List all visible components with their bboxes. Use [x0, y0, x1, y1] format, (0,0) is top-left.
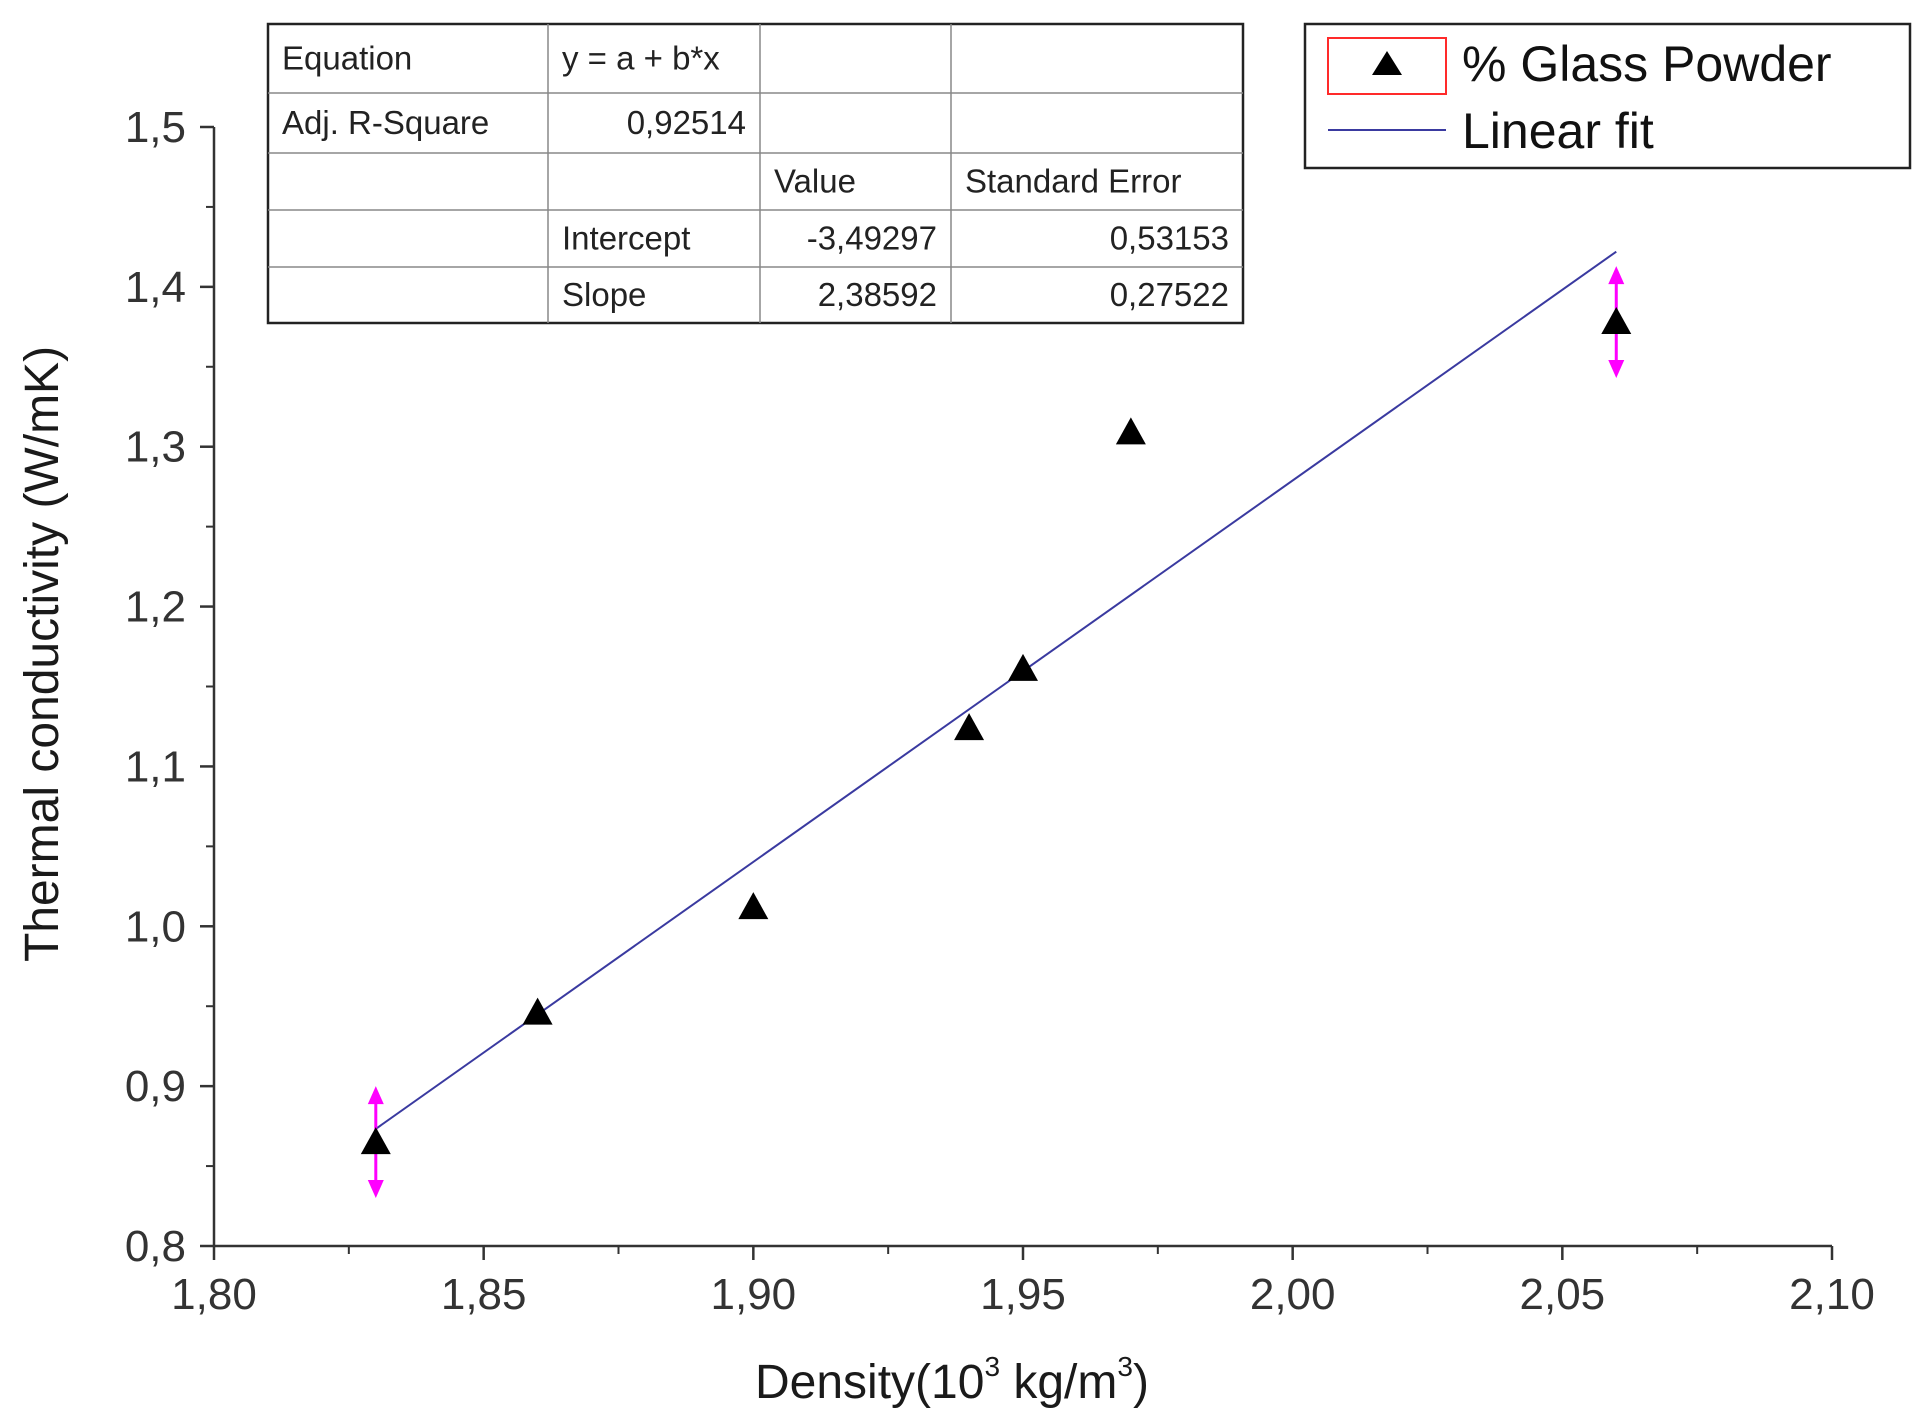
data-point [360, 1127, 391, 1155]
x-axis-title-end: ) [1133, 1356, 1149, 1409]
data-point [1115, 417, 1146, 445]
error-bar-cap-bottom [367, 1180, 384, 1199]
fit-table-frame [266, 22, 1245, 325]
x-tick-label: 1,90 [711, 1270, 797, 1319]
data-point [1601, 307, 1632, 335]
x-tick-label: 2,05 [1520, 1270, 1606, 1319]
legend-frame [1303, 22, 1912, 170]
legend: % Glass Powder Linear fit [1303, 22, 1912, 170]
error-bar-cap-top [1608, 266, 1625, 285]
fit-table: Equation y = a + b*x Adj. R-Square 0,92514 V… [266, 22, 1245, 325]
error-bar-cap-bottom [1608, 359, 1625, 378]
fit-table-cell: Slope [562, 276, 646, 313]
data-point [738, 892, 769, 920]
y-tick-label: 0,8 [125, 1222, 186, 1271]
y-axis: 0,8 0,9 1,0 1,1 1,2 1,3 1,4 1,5 [125, 103, 216, 1271]
y-tick-label: 0,9 [125, 1062, 186, 1111]
data-points [360, 307, 1632, 1155]
legend-triangle-marker [1372, 51, 1402, 75]
fit-table-cell: 2,38592 [818, 276, 937, 313]
x-tick-label: 1,80 [171, 1270, 257, 1319]
x-axis-title: Density(103 kg/m3) [755, 1351, 1149, 1409]
fit-table-cell: -3,49297 [807, 220, 937, 257]
x-tick-label: 2,00 [1250, 1270, 1336, 1319]
fit-table-cell: y = a + b*x [562, 40, 720, 77]
x-axis-title-exp2: 3 [1117, 1351, 1133, 1382]
y-tick-label: 1,4 [125, 263, 186, 312]
x-tick-label: 1,85 [441, 1270, 527, 1319]
fit-table-cell: Intercept [562, 220, 690, 257]
fit-table-cell: Standard Error [965, 163, 1181, 200]
fit-line-layer [375, 250, 1617, 1130]
x-tick-label: 2,10 [1789, 1270, 1875, 1319]
y-tick-label: 1,0 [125, 902, 186, 951]
fit-table-cell: Value [774, 163, 856, 200]
y-tick-label: 1,1 [125, 742, 186, 791]
fit-line [375, 250, 1617, 1130]
fit-table-cell: Adj. R-Square [282, 104, 489, 141]
legend-marker-box [1327, 37, 1447, 95]
error-bar-cap-top [367, 1086, 384, 1105]
error-bars [367, 266, 1625, 1199]
fit-table-cell: 0,27522 [1110, 276, 1229, 313]
x-axis-title-main: Density(10 [755, 1356, 984, 1409]
x-tick-label: 1,95 [980, 1270, 1066, 1319]
y-axis-title: Thermal conductivity (W/mK) [16, 346, 69, 962]
y-tick-label: 1,5 [125, 103, 186, 152]
x-axis-title-mid: kg/m [1000, 1356, 1117, 1409]
data-point [1008, 653, 1038, 681]
data-point [954, 713, 985, 741]
legend-fit-label: Linear fit [1462, 103, 1654, 159]
x-axis: 1,80 1,85 1,90 1,95 2,00 2,05 2,10 [171, 1244, 1875, 1319]
legend-series-label: % Glass Powder [1462, 36, 1832, 92]
y-tick-label: 1,2 [125, 583, 186, 632]
fit-table-cell: 0,53153 [1110, 220, 1229, 257]
y-tick-label: 1,3 [125, 423, 186, 472]
fit-table-cell: 0,92514 [627, 104, 746, 141]
fit-table-cell: Equation [282, 40, 412, 77]
x-axis-title-exp1: 3 [984, 1351, 1000, 1382]
data-point [522, 997, 553, 1025]
